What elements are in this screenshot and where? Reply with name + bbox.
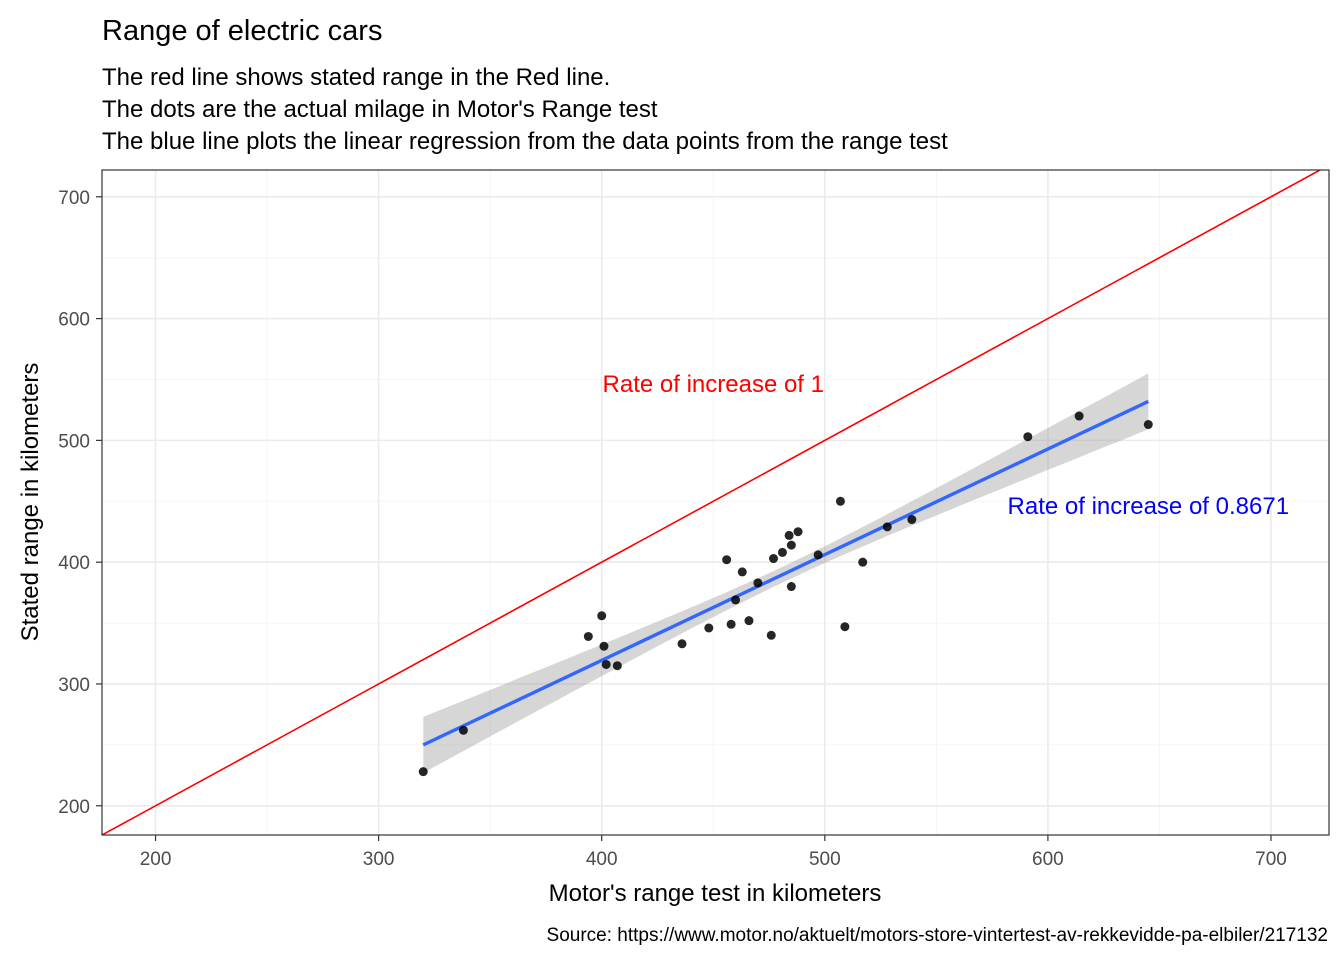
x-tick-label: 600 — [1032, 849, 1064, 870]
data-point — [1023, 432, 1033, 442]
y-tick-label: 400 — [58, 553, 90, 574]
chart-subtitle-line-3: The blue line plots the linear regressio… — [102, 128, 948, 155]
regression-line-label: Rate of increase of 0.8671 — [1008, 493, 1290, 520]
y-tick-label: 200 — [58, 797, 90, 818]
x-tick-label: 300 — [363, 849, 395, 870]
annotations: Rate of increase of 1 Rate of increase of… — [603, 371, 1290, 520]
chart-subtitle-line-1: The red line shows stated range in the R… — [102, 64, 610, 91]
data-point — [1074, 411, 1084, 421]
identity-line — [102, 170, 1322, 835]
data-point — [418, 767, 428, 777]
source-caption: Source: https://www.motor.no/aktuelt/mot… — [547, 925, 1328, 946]
data-point — [731, 595, 741, 605]
y-tick-label: 300 — [58, 675, 90, 696]
data-point — [786, 582, 796, 592]
chart-title: Range of electric cars — [102, 15, 382, 47]
data-point — [458, 725, 468, 735]
y-tick-label: 700 — [58, 188, 90, 209]
data-point — [777, 547, 787, 557]
data-points — [418, 411, 1153, 777]
data-point — [769, 554, 779, 564]
data-point — [858, 557, 868, 567]
y-tick-label: 500 — [58, 431, 90, 452]
chart-subtitle-line-2: The dots are the actual milage in Motor'… — [102, 96, 658, 123]
x-axis-title: Motor's range test in kilometers — [549, 880, 882, 907]
identity-line-label: Rate of increase of 1 — [603, 371, 824, 398]
data-point — [840, 622, 850, 632]
data-point — [813, 550, 823, 560]
x-tick-label: 400 — [586, 849, 618, 870]
data-point — [882, 522, 892, 532]
data-point — [597, 611, 607, 621]
data-point — [1143, 420, 1153, 430]
data-point — [726, 619, 736, 629]
identity-line-layer — [102, 170, 1322, 835]
data-point — [704, 623, 714, 633]
x-tick-label: 500 — [809, 849, 841, 870]
y-axis-ticks: 200 300 400 500 600 700 — [58, 188, 102, 818]
data-point — [744, 616, 754, 626]
grid-minor-lines — [102, 170, 1329, 835]
regression-line — [422, 399, 1150, 747]
data-point — [786, 540, 796, 550]
data-point — [784, 530, 794, 540]
y-axis-title: Stated range in kilometers — [17, 363, 44, 642]
data-point — [835, 496, 845, 506]
data-point — [766, 630, 776, 640]
data-point — [677, 639, 687, 649]
data-point — [601, 659, 611, 669]
grid-major-lines — [102, 170, 1329, 835]
data-point — [722, 555, 732, 565]
data-point — [907, 515, 917, 525]
x-tick-label: 700 — [1255, 849, 1287, 870]
data-point — [612, 661, 622, 671]
data-point — [737, 567, 747, 577]
data-point — [599, 641, 609, 651]
regression-line-layer — [422, 399, 1150, 747]
data-point — [793, 527, 803, 537]
x-tick-label: 200 — [140, 849, 172, 870]
y-tick-label: 600 — [58, 310, 90, 331]
data-point — [753, 578, 763, 588]
data-point — [583, 631, 593, 641]
panel-border — [101, 169, 1330, 836]
x-axis-ticks: 200 300 400 500 600 700 — [140, 835, 1287, 870]
